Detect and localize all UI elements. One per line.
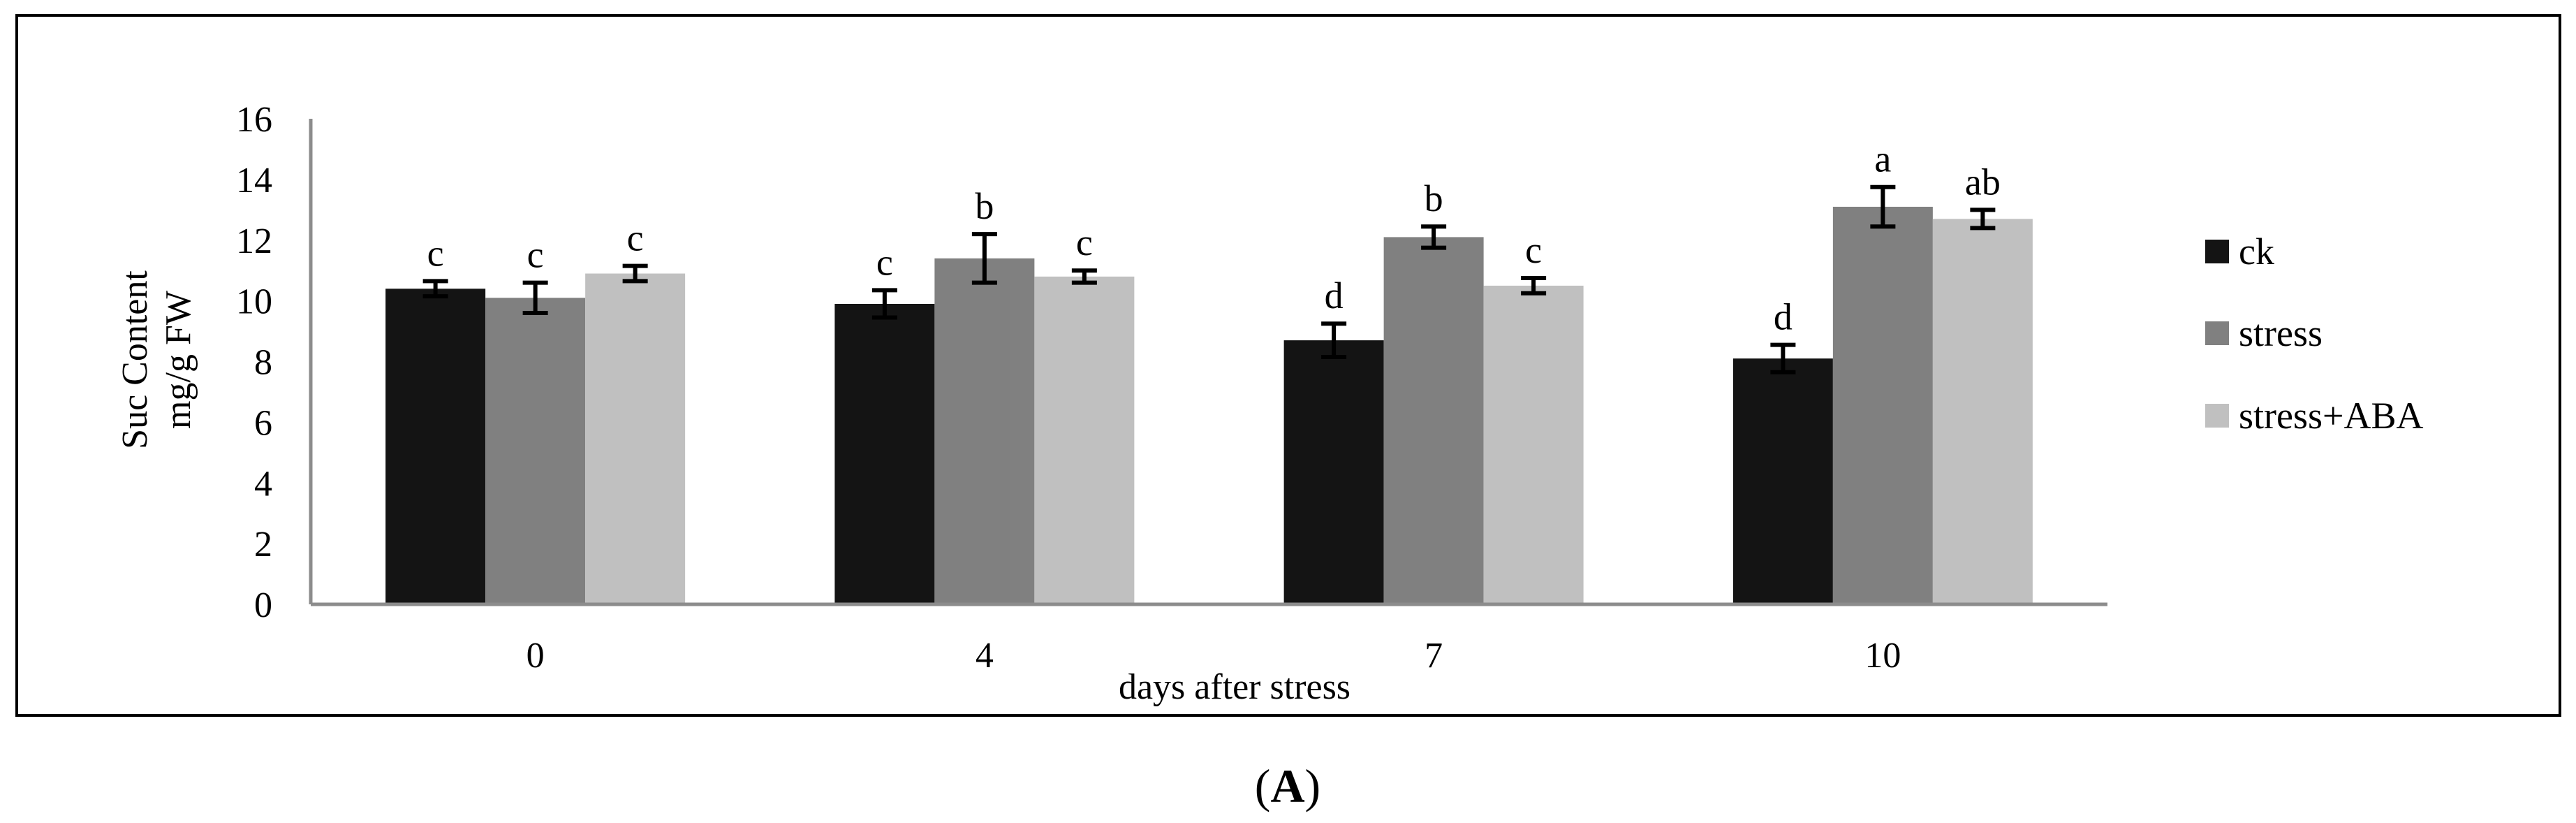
x-tick-label: 7 [1425, 636, 1443, 676]
legend-swatch-stress [2205, 321, 2229, 345]
bar-ck-day-10 [1732, 358, 1833, 604]
panel-label: (A) [1255, 759, 1320, 813]
significance-letter: c [427, 232, 444, 274]
significance-letter: c [1076, 221, 1093, 263]
bar-ck-day-0 [385, 289, 486, 604]
legend-swatch-stress+ABA [2205, 404, 2229, 428]
significance-letter: b [975, 185, 994, 227]
error-bar [1870, 184, 1896, 229]
y-tick-label: 2 [254, 525, 272, 565]
error-bar [1521, 276, 1547, 296]
y-tick-label: 14 [236, 161, 272, 201]
legend-label: ck [2239, 231, 2274, 272]
y-tick-label: 16 [236, 100, 272, 140]
bar-stress+ABA-day-0 [585, 273, 686, 604]
error-bar [1770, 342, 1796, 374]
legend-label: stress+ABA [2239, 395, 2423, 437]
significance-letter: c [1525, 229, 1542, 271]
significance-letter: d [1774, 296, 1793, 338]
bar-stress+ABA-day-4 [1034, 276, 1135, 604]
x-tick-label: 4 [976, 636, 994, 676]
error-bar [422, 279, 448, 299]
y-tick-label: 8 [254, 343, 272, 383]
error-bar [871, 288, 897, 320]
legend-swatch-ck [2205, 240, 2229, 263]
x-tick-label: 0 [527, 636, 545, 676]
error-bar [1321, 321, 1347, 359]
significance-letter: c [627, 217, 644, 259]
bar-stress-day-0 [485, 298, 586, 604]
bar-ck-day-7 [1283, 340, 1384, 604]
significance-letter: c [527, 234, 544, 276]
y-axis-ticks: 0 2 4 6 8 10 12 14 16 [236, 100, 272, 625]
y-tick-label: 6 [254, 403, 272, 443]
y-tick-label: 10 [236, 282, 272, 322]
legend-label: stress [2239, 312, 2323, 354]
significance-letter: d [1325, 275, 1344, 316]
bar-stress-day-7 [1383, 237, 1484, 604]
x-axis-title: days after stress [1119, 667, 1350, 707]
significance-letter: c [876, 241, 893, 283]
significance-letter: b [1425, 177, 1443, 219]
legend: ck stress stress+ABA [2205, 231, 2423, 437]
significance-letter: a [1874, 138, 1891, 180]
error-bar [1421, 224, 1447, 250]
error-bar [1071, 268, 1097, 285]
bars: c c d d c b b a c c c ab [385, 138, 2033, 604]
y-tick-label: 4 [254, 464, 272, 504]
bar-stress-day-4 [934, 258, 1035, 604]
y-axis-title-line2: mg/g FW [159, 291, 198, 429]
bar-stress+ABA-day-10 [1932, 219, 2033, 604]
bar-stress-day-10 [1832, 206, 1933, 604]
bar-ck-day-4 [834, 303, 935, 604]
y-axis-title-line1: Suc Content [115, 270, 155, 449]
bar-stress+ABA-day-7 [1483, 285, 1584, 604]
panel-label-letter: A [1270, 759, 1304, 813]
y-tick-label: 12 [236, 221, 272, 261]
error-bar [522, 280, 548, 315]
x-axis-ticks: 0 4 7 10 [527, 636, 1901, 676]
significance-letter: ab [1965, 161, 2001, 203]
y-tick-label: 0 [254, 585, 272, 625]
error-bar [1970, 207, 1996, 231]
error-bar [971, 232, 997, 285]
x-tick-label: 10 [1864, 636, 1901, 676]
error-bar [622, 263, 648, 284]
